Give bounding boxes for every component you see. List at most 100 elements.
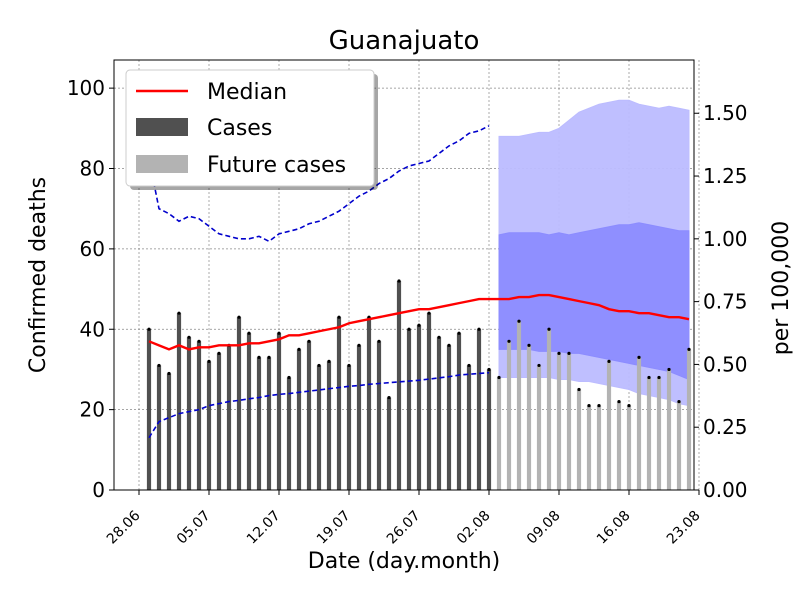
case-bar-marker bbox=[147, 327, 151, 331]
case-bar bbox=[306, 341, 312, 490]
case-bar bbox=[196, 341, 202, 490]
case-bar bbox=[366, 317, 372, 490]
case-bar bbox=[326, 361, 332, 490]
case-bar-marker bbox=[237, 315, 241, 319]
future-case-bar-marker bbox=[647, 375, 651, 380]
future-case-bar-marker bbox=[517, 319, 521, 323]
case-bar bbox=[276, 333, 282, 490]
case-bar bbox=[406, 329, 412, 490]
y-right-tick-label: 0.75 bbox=[703, 290, 748, 314]
future-case-bar bbox=[496, 377, 502, 490]
future-case-bar bbox=[606, 361, 612, 490]
case-bar-marker bbox=[387, 395, 391, 400]
future-case-bar-marker bbox=[547, 327, 551, 331]
future-case-bar bbox=[576, 389, 582, 490]
case-bar-marker bbox=[327, 359, 331, 363]
case-bar bbox=[296, 349, 302, 490]
case-bar bbox=[186, 337, 192, 490]
future-case-bar-marker bbox=[677, 399, 681, 404]
case-bar-marker bbox=[167, 371, 171, 376]
case-bar bbox=[226, 345, 232, 490]
case-bar bbox=[386, 397, 392, 490]
legend-cases-swatch bbox=[136, 118, 188, 136]
case-bar-marker bbox=[427, 311, 431, 315]
case-bar bbox=[206, 361, 212, 490]
case-bar bbox=[316, 365, 322, 490]
y-tick-label: 20 bbox=[80, 398, 105, 422]
y-right-tick-label: 1.25 bbox=[703, 164, 748, 188]
future-case-bar bbox=[596, 405, 602, 490]
future-case-bar bbox=[686, 349, 692, 490]
case-bar-marker bbox=[287, 375, 291, 380]
case-bar bbox=[346, 365, 352, 490]
future-case-bar-marker bbox=[567, 351, 571, 355]
future-case-bar bbox=[526, 345, 532, 490]
case-bar-marker bbox=[337, 315, 341, 319]
case-bar-marker bbox=[397, 279, 401, 283]
case-bar-marker bbox=[357, 343, 361, 347]
case-bar-marker bbox=[197, 339, 201, 343]
case-bar bbox=[476, 329, 482, 490]
case-bar-marker bbox=[297, 347, 301, 351]
case-bar bbox=[426, 313, 432, 490]
case-bar-marker bbox=[417, 323, 421, 327]
case-bar bbox=[246, 333, 252, 490]
case-bar bbox=[216, 353, 222, 490]
future-case-bar bbox=[676, 401, 682, 490]
case-bar bbox=[286, 377, 292, 490]
case-bar-marker bbox=[317, 363, 321, 368]
y-right-tick-label: 0.50 bbox=[703, 352, 748, 376]
future-case-bar-marker bbox=[497, 375, 501, 380]
y-tick-label: 40 bbox=[80, 317, 105, 341]
legend-cases-label: Cases bbox=[207, 116, 272, 141]
future-case-bar-marker bbox=[537, 363, 541, 368]
future-case-bar bbox=[636, 357, 642, 490]
case-bar-marker bbox=[487, 367, 491, 372]
future-case-bar-marker bbox=[507, 339, 511, 343]
case-bar bbox=[256, 357, 262, 490]
future-case-bar bbox=[656, 377, 662, 490]
case-bar bbox=[166, 373, 172, 490]
y-right-tick-label: 1.00 bbox=[703, 227, 748, 251]
legend-median-label: Median bbox=[207, 80, 287, 105]
case-bar-marker bbox=[407, 327, 411, 331]
case-bar bbox=[356, 345, 362, 490]
case-bar bbox=[456, 333, 462, 490]
y-tick-label: 60 bbox=[80, 237, 105, 261]
legend-future-cases-swatch bbox=[136, 155, 188, 173]
case-bar-marker bbox=[307, 339, 311, 343]
case-bar bbox=[396, 281, 402, 490]
case-bar bbox=[416, 325, 422, 490]
future-case-bar bbox=[506, 341, 512, 490]
y-right-tick-label: 1.50 bbox=[703, 101, 748, 125]
future-case-bar bbox=[586, 405, 592, 490]
future-case-bar-marker bbox=[527, 343, 531, 347]
plot-frame bbox=[113, 59, 695, 491]
case-bar bbox=[486, 369, 492, 490]
legend: Median Cases Future cases bbox=[125, 69, 378, 190]
case-bar-marker bbox=[377, 339, 381, 343]
y-axis-label: Confirmed deaths bbox=[26, 177, 51, 373]
y-tick-label: 80 bbox=[80, 157, 105, 181]
future-case-bar bbox=[666, 369, 672, 490]
future-case-bar-marker bbox=[627, 404, 631, 408]
case-bar bbox=[266, 357, 272, 490]
case-bar-marker bbox=[467, 363, 471, 368]
y-axis-right-label: per 100,000 bbox=[769, 221, 794, 356]
case-bar bbox=[176, 313, 182, 490]
y-right-tick-label: 0.25 bbox=[703, 415, 748, 439]
future-case-bar bbox=[616, 401, 622, 490]
future-case-bar-marker bbox=[687, 347, 691, 351]
future-case-bar bbox=[566, 353, 572, 490]
case-bar-marker bbox=[157, 363, 161, 368]
future-case-bar-marker bbox=[657, 375, 661, 380]
case-bar-marker bbox=[187, 335, 191, 339]
x-axis-label: Date (day.month) bbox=[308, 549, 500, 574]
future-case-bar bbox=[556, 353, 562, 490]
case-bar-marker bbox=[447, 343, 451, 347]
case-bar bbox=[336, 317, 342, 490]
cumulative-line bbox=[148, 371, 490, 439]
y-right-tick-label: 0.00 bbox=[703, 478, 748, 502]
future-case-bar-marker bbox=[637, 355, 641, 359]
